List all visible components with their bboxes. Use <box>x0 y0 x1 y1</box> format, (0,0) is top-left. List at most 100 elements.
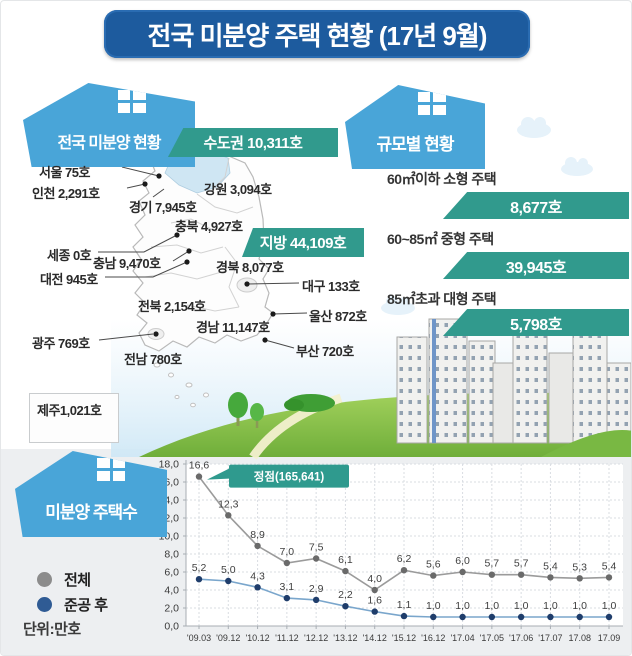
svg-text:정점(165,641): 정점(165,641) <box>254 470 325 484</box>
region-label-gyeongbuk: 경북 8,077호 <box>216 260 284 275</box>
svg-text:'17.06: '17.06 <box>509 633 533 643</box>
region-label-gangwon: 강원 3,094호 <box>204 182 272 197</box>
trend-header-house: 미분양 주택수 <box>15 451 167 537</box>
region-label-gyeonggi: 경기 7,945호 <box>129 200 197 215</box>
size-value-large: 5,798호 <box>510 316 562 334</box>
region-label-daejeon: 대전 945호 <box>40 272 98 287</box>
svg-text:7,0: 7,0 <box>280 546 295 558</box>
size-label-medium: 60~85㎡ 중형 주택 <box>387 231 494 247</box>
chart-unit-label: 단위:만호 <box>23 621 81 638</box>
svg-text:4,0: 4,0 <box>164 585 179 597</box>
size-value-banner-medium: 39,945호 <box>443 252 629 279</box>
region-label-jeju: 제주1,021호 <box>37 403 102 418</box>
leader-lines <box>98 166 308 349</box>
svg-text:5,2: 5,2 <box>192 562 207 574</box>
size-value-small: 8,677호 <box>510 199 562 217</box>
legend-label-total: 전체 <box>64 572 91 589</box>
svg-text:2,9: 2,9 <box>309 583 324 595</box>
svg-text:'14.12: '14.12 <box>363 633 387 643</box>
svg-text:5,3: 5,3 <box>572 561 587 573</box>
svg-text:'12.12: '12.12 <box>304 633 328 643</box>
svg-text:17.08: 17.08 <box>568 633 591 643</box>
house-window-icon <box>97 457 126 481</box>
size-value-medium: 39,945호 <box>505 259 567 277</box>
svg-text:'09.03: '09.03 <box>187 633 211 643</box>
svg-text:5,6: 5,6 <box>426 559 441 571</box>
svg-text:1,0: 1,0 <box>543 600 558 612</box>
jeju-inset-box: 제주1,021호 <box>29 393 119 443</box>
svg-text:'11.12: '11.12 <box>275 633 299 643</box>
svg-text:'15.12: '15.12 <box>392 633 416 643</box>
region-label-sejong: 세종 0호 <box>47 248 92 263</box>
svg-text:'09.12: '09.12 <box>216 633 240 643</box>
svg-text:3,1: 3,1 <box>280 581 295 593</box>
svg-text:'17.05: '17.05 <box>480 633 504 643</box>
region-label-seoul: 서울 75호 <box>39 165 90 180</box>
svg-text:'13.12: '13.12 <box>333 633 357 643</box>
svg-text:'17.04: '17.04 <box>450 633 474 643</box>
svg-text:1,0: 1,0 <box>572 600 587 612</box>
cloud-icons <box>381 117 593 315</box>
svg-text:1,1: 1,1 <box>397 599 412 611</box>
korea-map <box>98 148 308 408</box>
svg-text:8,9: 8,9 <box>250 529 265 541</box>
svg-text:1,0: 1,0 <box>455 600 470 612</box>
svg-text:5,0: 5,0 <box>221 564 236 576</box>
svg-text:16,6: 16,6 <box>189 460 210 472</box>
svg-text:6,0: 6,0 <box>164 567 179 579</box>
small-islands <box>153 362 209 408</box>
region-label-busan: 부산 720호 <box>296 344 354 359</box>
svg-text:'10.12: '10.12 <box>245 633 269 643</box>
region-label-jeonbuk: 전북 2,154호 <box>138 299 206 314</box>
province-borders <box>144 157 254 312</box>
region-label-ulsan: 울산 872호 <box>309 309 367 324</box>
svg-text:17.09: 17.09 <box>598 633 621 643</box>
national-unsold-header-label: 전국 미분양 현황 <box>57 135 162 152</box>
regional-banner: 지방 44,109호 <box>242 228 364 257</box>
svg-text:18,0: 18,0 <box>159 459 180 471</box>
svg-text:4,0: 4,0 <box>367 573 382 585</box>
svg-text:7,5: 7,5 <box>309 542 324 554</box>
svg-text:1,0: 1,0 <box>485 600 500 612</box>
house-window-icon <box>417 91 446 115</box>
size-panel-header-house: 규모별 현황 <box>345 85 485 169</box>
svg-text:6,1: 6,1 <box>338 554 353 566</box>
front-mound <box>541 430 631 457</box>
region-label-jeonnam: 전남 780호 <box>124 352 182 367</box>
page-title: 전국 미분양 주택 현황 (17년 9월) <box>104 10 530 58</box>
size-value-banner-large: 5,798호 <box>443 309 629 336</box>
region-label-chungnam: 충남 9,470호 <box>93 256 161 271</box>
svg-text:1,0: 1,0 <box>514 600 529 612</box>
capital-region-banner: 수도권 10,311호 <box>168 128 338 157</box>
size-label-small: 60㎡이하 소형 주택 <box>387 171 497 187</box>
svg-text:6,2: 6,2 <box>397 553 412 565</box>
svg-text:4,3: 4,3 <box>250 570 265 582</box>
page-title-text: 전국 미분양 주택 현황 (17년 9월) <box>147 20 488 51</box>
unsold-housing-trend-chart: 0,02,04,06,08,010,012,014,016,018,0'09.0… <box>159 459 623 643</box>
region-label-incheon: 인천 2,291호 <box>32 186 100 201</box>
region-label-gyeongnam: 경남 11,147호 <box>196 320 270 335</box>
size-value-banner-small: 8,677호 <box>443 192 629 219</box>
svg-text:2,0: 2,0 <box>164 603 179 615</box>
svg-text:0,0: 0,0 <box>164 621 179 633</box>
region-label-gwangju: 광주 769호 <box>32 336 90 351</box>
svg-text:5,4: 5,4 <box>602 560 617 572</box>
apartment-buildings-illustration <box>396 312 631 444</box>
svg-text:'16.12: '16.12 <box>421 633 445 643</box>
svg-text:8,0: 8,0 <box>164 549 179 561</box>
regional-banner-text: 지방 44,109호 <box>259 235 347 252</box>
svg-text:2,2: 2,2 <box>338 589 353 601</box>
legend-label-completed: 준공 후 <box>64 597 108 614</box>
svg-text:6,0: 6,0 <box>455 555 470 567</box>
region-label-daegu: 대구 133호 <box>302 279 360 294</box>
legend-item-completed: 준공 후 <box>37 594 108 615</box>
svg-text:'17.07: '17.07 <box>538 633 562 643</box>
svg-text:1,0: 1,0 <box>426 600 441 612</box>
svg-text:5,4: 5,4 <box>543 560 558 572</box>
svg-text:12,3: 12,3 <box>218 498 239 510</box>
svg-text:1,0: 1,0 <box>602 600 617 612</box>
size-panel-header-label: 규모별 현황 <box>376 135 455 154</box>
region-label-chungbuk: 충북 4,927호 <box>175 219 243 234</box>
